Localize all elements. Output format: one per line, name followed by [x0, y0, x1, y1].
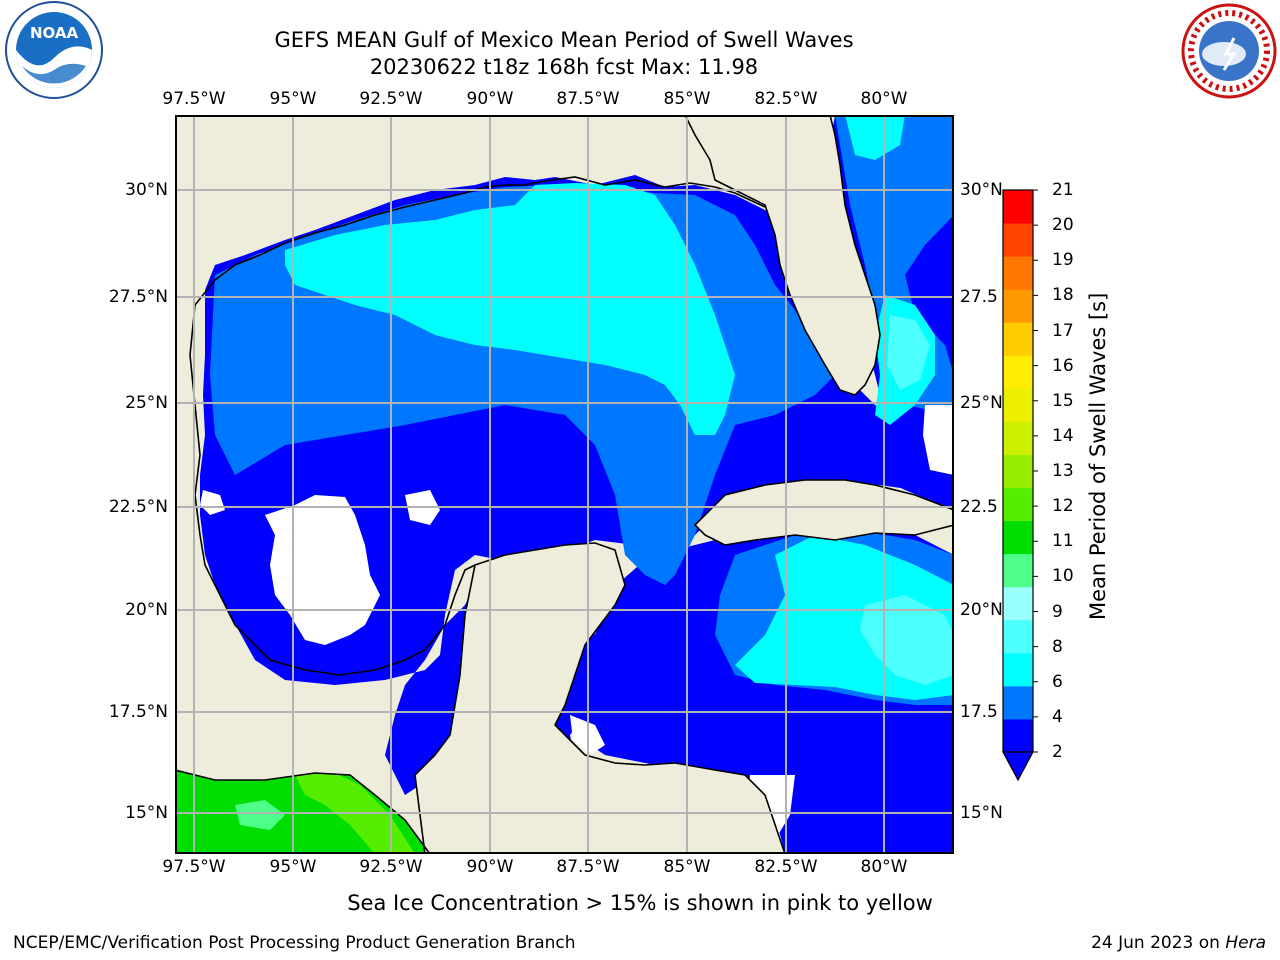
noaa-logo: NOAA [2, 0, 106, 104]
lon-tick-top: 80°W [860, 89, 908, 109]
swell-contour-4-6 [285, 183, 735, 435]
colorbar [1000, 185, 1040, 785]
footer-date: 24 Jun 2023 on Hera [1091, 933, 1266, 953]
lon-tick-top: 87.5°W [556, 89, 620, 109]
lat-tick-left: 17.5°N [108, 702, 168, 722]
colorbar-tick-label: 6 [1052, 671, 1063, 692]
mexico-coastline [189, 304, 476, 676]
colorbar-segment [1003, 322, 1033, 356]
colorbar-tick-label: 9 [1052, 601, 1063, 622]
chart-title: GEFS MEAN Gulf of Mexico Mean Period of … [274, 28, 854, 52]
lon-tick-bottom: 82.5°W [754, 857, 818, 877]
lat-tick-left: 15°N [125, 803, 168, 823]
map-grid [175, 115, 954, 854]
lat-tick-left: 30°N [125, 180, 168, 200]
lat-tick-right: 27.5 [960, 287, 998, 307]
colorbar-svg [1001, 189, 1038, 782]
colorbar-segment [1003, 190, 1033, 224]
colorbar-tick-label: 10 [1052, 566, 1074, 587]
lon-tick-top: 97.5°W [162, 89, 226, 109]
lon-tick-bottom: 87.5°W [556, 857, 620, 877]
colorbar-segment [1003, 586, 1033, 621]
colorbar-segment [1003, 520, 1033, 555]
lat-tick-right: 30°N [960, 180, 1003, 200]
colorbar-tick-label: 19 [1052, 250, 1074, 271]
colorbar-tick-label: 8 [1052, 636, 1063, 657]
colorbar-extend-min [1001, 751, 1035, 782]
lon-tick-bottom: 92.5°W [359, 857, 423, 877]
colorbar-segment [1003, 289, 1033, 323]
lon-tick-bottom: 90°W [466, 857, 514, 877]
colorbar-segment [1003, 223, 1033, 257]
colorbar-tick-label: 4 [1052, 706, 1063, 727]
colorbar-title: Mean Period of Swell Waves [s] [1086, 292, 1110, 620]
lon-tick-bottom: 85°W [663, 857, 711, 877]
colorbar-segment [1003, 421, 1033, 455]
lat-tick-right: 22.5 [960, 497, 998, 517]
florida-land [684, 115, 881, 396]
colorbar-tick-label: 2 [1052, 742, 1063, 762]
footer-host: Hera [1225, 933, 1266, 953]
colorbar-tick-label: 14 [1052, 425, 1074, 446]
chart-subtitle: 20230622 t18z 168h fcst Max: 11.98 [369, 55, 759, 79]
lon-tick-bottom: 97.5°W [162, 857, 226, 877]
colorbar-segment [1003, 718, 1033, 753]
footer-credit: NCEP/EMC/Verification Post Processing Pr… [13, 933, 576, 953]
colorbar-tick-label: 13 [1052, 461, 1074, 481]
colorbar-tick-label: 15 [1052, 390, 1074, 411]
lat-tick-right: 20°N [960, 600, 1003, 620]
lat-tick-right: 17.5 [960, 702, 998, 722]
no-data-patch-4 [923, 405, 954, 475]
lat-tick-left: 20°N [125, 600, 168, 620]
colorbar-tick-label: 20 [1052, 215, 1074, 236]
swell-contour-6-8-florida [887, 315, 930, 390]
colorbar-segment [1003, 619, 1033, 654]
lon-tick-bottom: 95°W [269, 857, 317, 877]
lat-tick-left: 22.5°N [108, 497, 168, 517]
sea-ice-caption: Sea Ice Concentration > 15% is shown in … [347, 891, 933, 915]
colorbar-tick-label: 17 [1052, 320, 1074, 341]
pacific-coastline [175, 769, 431, 854]
lat-tick-left: 25°N [125, 393, 168, 413]
colorbar-segment [1003, 454, 1033, 489]
colorbar-segment [1003, 487, 1033, 522]
cuba-land [693, 479, 954, 546]
footer-date-text: 24 Jun 2023 on [1091, 933, 1226, 953]
lon-tick-top: 95°W [269, 89, 317, 109]
lon-tick-top: 82.5°W [754, 89, 818, 109]
colorbar-tick-label: 12 [1052, 496, 1074, 517]
colorbar-tick-label: 21 [1052, 180, 1074, 200]
map-panel [175, 115, 954, 854]
us-coastline [194, 176, 766, 306]
colorbar-segment [1003, 553, 1033, 588]
lat-tick-left: 27.5°N [108, 287, 168, 307]
nws-logo [1180, 2, 1278, 100]
swell-contour-4-6-north [845, 115, 905, 160]
yucatan-land [414, 542, 786, 854]
lon-tick-top: 90°W [466, 89, 514, 109]
colorbar-segment [1003, 685, 1033, 720]
lon-tick-bottom: 80°W [860, 857, 908, 877]
colorbar-tick-label: 18 [1052, 285, 1074, 306]
lat-tick-right: 15°N [960, 803, 1003, 823]
colorbar-segment [1003, 388, 1033, 422]
map-frame [175, 115, 954, 854]
swell-period-map [175, 115, 954, 854]
colorbar-tick-label: 16 [1052, 355, 1074, 376]
lat-tick-right: 25°N [960, 393, 1003, 413]
colorbar-segment [1003, 355, 1033, 389]
swell-contour-pacific-9 [235, 800, 285, 830]
no-data-patch-3 [200, 490, 225, 515]
colorbar-segment [1003, 652, 1033, 687]
colorbar-segment [1003, 256, 1033, 290]
colorbar-tick-label: 11 [1052, 531, 1074, 552]
svg-text:NOAA: NOAA [30, 24, 79, 42]
lon-tick-top: 92.5°W [359, 89, 423, 109]
lon-tick-top: 85°W [663, 89, 711, 109]
